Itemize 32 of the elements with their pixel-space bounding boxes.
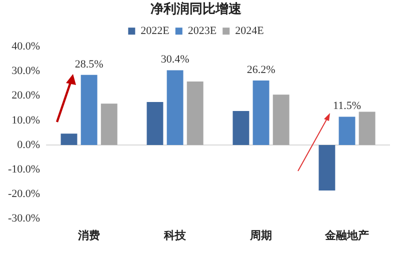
y-tick-label: 20.0%: [12, 90, 40, 102]
y-tick-label: 10.0%: [12, 114, 40, 126]
bar: [318, 145, 336, 191]
bar: [358, 112, 376, 145]
bar: [60, 134, 78, 145]
data-label: 28.5%: [74, 58, 104, 70]
bar: [80, 74, 98, 145]
bar: [146, 102, 164, 145]
y-tick-label: -30.0%: [8, 212, 40, 225]
bar: [338, 116, 356, 145]
legend-label: 2024E: [235, 24, 264, 37]
y-tick-label: 30.0%: [12, 65, 40, 78]
y-tick-label: 0.0%: [17, 138, 40, 151]
chart-title: 净利润同比增速: [150, 1, 242, 16]
data-label: 11.5%: [333, 100, 362, 112]
x-tick-label: 周期: [249, 229, 272, 242]
x-tick-label: 金融地产: [324, 229, 370, 242]
data-label: 26.2%: [246, 64, 276, 76]
bar: [166, 70, 184, 145]
bar: [272, 94, 290, 145]
legend-label: 2023E: [188, 24, 217, 37]
bar: [252, 80, 270, 145]
legend-label: 2022E: [140, 24, 170, 37]
x-tick-label: 科技: [163, 229, 188, 242]
bar: [100, 104, 118, 145]
data-label: 30.4%: [160, 54, 190, 66]
x-tick-label: 消费: [77, 229, 100, 242]
bar: [186, 82, 204, 145]
y-tick-label: -20.0%: [8, 188, 40, 200]
bar: [232, 111, 250, 145]
y-tick-label: -10.0%: [8, 163, 40, 176]
y-tick-label: 40.0%: [12, 40, 40, 52]
